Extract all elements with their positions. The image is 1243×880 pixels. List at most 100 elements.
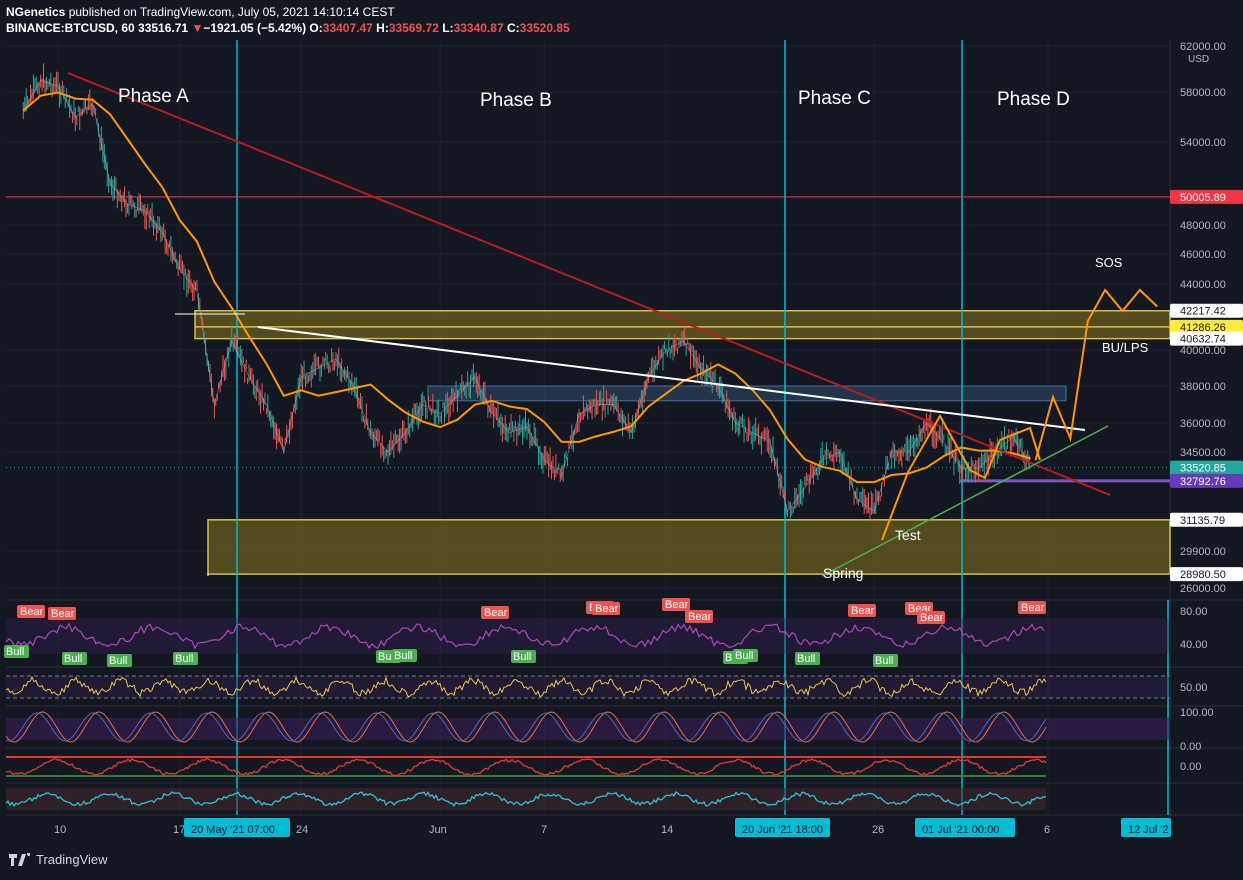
price-marker — [1170, 303, 1243, 318]
price-tick-label: 48000.00 — [1180, 220, 1226, 232]
bull-badge — [511, 650, 536, 663]
phase-label: Phase B — [480, 90, 552, 111]
price-marker — [1170, 189, 1243, 204]
osc1-tick-label: 50.00 — [1180, 682, 1208, 694]
osc4-line — [5, 791, 1047, 808]
bull-label: Bull — [6, 646, 24, 658]
high-label: H: — [376, 21, 389, 35]
time-tick-label: Jun — [429, 824, 447, 836]
phase-label: Phase D — [997, 89, 1070, 110]
bull-badge — [4, 645, 29, 658]
bear-badge — [848, 604, 876, 617]
time-highlight — [735, 818, 830, 837]
annotation-label: BU/LPS — [1102, 340, 1149, 355]
tradingview-brand: TradingView — [36, 852, 108, 867]
price-marker — [1170, 473, 1243, 488]
price-marker — [1170, 512, 1243, 527]
trendline-red — [67, 72, 1111, 496]
price-marker-label: 28980.50 — [1180, 569, 1226, 581]
osc3-tick-label: 0.00 — [1180, 761, 1201, 773]
time-tick-label: 7 — [541, 824, 547, 836]
open-value: 33407.47 — [322, 21, 373, 35]
time-highlight-label: 20 Jun '21 18:00 — [742, 824, 823, 836]
rsi-tick-label: 80.00 — [1180, 606, 1208, 618]
phase-label: Phase A — [118, 86, 189, 107]
time-highlight — [1121, 818, 1171, 837]
moving-average — [22, 91, 1031, 484]
phase-d-path — [881, 413, 1041, 541]
price-marker-label: 40632.74 — [1180, 334, 1226, 346]
price-marker-label: 33520.85 — [1180, 463, 1226, 475]
time-tick-label: 10 — [54, 824, 66, 836]
price-marker-label: 41286.26 — [1180, 322, 1226, 334]
price-line — [22, 80, 1031, 513]
ohlc-line: BINANCE:BTCUSD, 60 33516.71 ▼−1921.05 (−… — [6, 20, 570, 36]
bear-label: Bear — [920, 612, 944, 624]
price-marker — [1170, 319, 1243, 334]
price-change: −1921.05 (−5.42%) — [203, 21, 307, 35]
bull-badge — [392, 649, 417, 662]
annotation-label: Test — [895, 527, 921, 543]
bear-badge — [1018, 601, 1046, 614]
publish-line: NGenetics published on TradingView.com, … — [6, 4, 570, 20]
time-highlight — [915, 818, 1015, 837]
price-marker — [1170, 331, 1243, 346]
bull-label: Bull — [378, 651, 396, 663]
bear-badge — [17, 605, 45, 618]
price-marker-label: 31135.79 — [1180, 515, 1225, 527]
osc2-tick-label: 0.00 — [1180, 741, 1201, 753]
bear-label: Bear — [1021, 602, 1045, 614]
time-highlight-label: 20 May '21 07:00 — [191, 824, 275, 836]
tradingview-logo-icon — [9, 852, 30, 866]
rsi-tick-label: 40.00 — [1180, 639, 1208, 651]
time-highlight-label: 12 Jul '2 — [1128, 824, 1169, 836]
bear-badge — [592, 602, 620, 615]
price-tick-label: 46000.00 — [1180, 249, 1226, 261]
tradingview-logo[interactable]: TradingView — [8, 852, 108, 867]
bull-label: Bull — [797, 653, 815, 665]
time-highlight-label: 01 Jul '21 00:00 — [922, 824, 999, 836]
bull-badge — [173, 652, 198, 665]
price-marker-label: 50005.89 — [1180, 192, 1226, 204]
bear-badge — [48, 607, 76, 620]
close-value: 33520.85 — [519, 21, 570, 35]
symbol-label[interactable]: BINANCE:BTCUSD, 60 — [6, 21, 135, 35]
bull-label: Bull — [875, 655, 893, 667]
close-label: C: — [506, 21, 520, 35]
osc2-line-a — [5, 711, 1047, 743]
bull-badge — [107, 654, 132, 667]
support-zone — [207, 519, 1171, 575]
bull-label: Bull — [513, 651, 531, 663]
bull-label: Bull — [394, 650, 412, 662]
bear-label: Bear — [688, 611, 712, 623]
publish-info: published on TradingView.com, July 05, 2… — [68, 5, 395, 19]
price-marker-label: 42217.42 — [1180, 306, 1226, 318]
osc4-band — [6, 788, 1046, 810]
osc2-band — [6, 718, 1170, 740]
bull-badge — [873, 654, 898, 667]
down-arrow-icon: ▼ — [191, 21, 204, 35]
annotation-label: Spring — [823, 565, 863, 581]
rsi-band — [6, 618, 1170, 654]
bear-label: Bear — [595, 603, 619, 615]
price-marker-label: 32792.76 — [1180, 476, 1226, 488]
osc1-band — [6, 676, 1170, 698]
last-price: 33516.71 — [138, 21, 189, 35]
author-name[interactable]: NGenetics — [6, 5, 66, 19]
bull-label: Bull — [735, 650, 753, 662]
bull-badge — [62, 652, 87, 665]
price-tick-label: 40000.00 — [1180, 345, 1226, 357]
annotation-label: SOS — [1095, 255, 1123, 270]
price-marker — [1170, 567, 1243, 582]
currency-badge: USD — [1188, 54, 1209, 65]
time-tick-label: 14 — [661, 824, 673, 836]
price-tick-label: 54000.00 — [1180, 137, 1226, 149]
bull-label: Bull — [109, 655, 127, 667]
low-value: 33340.87 — [453, 21, 504, 35]
osc2-line-b — [5, 712, 1047, 742]
price-tick-label: 26000.00 — [1180, 583, 1226, 595]
trendline-green — [821, 425, 1109, 577]
bear-label: Bear — [665, 599, 689, 611]
time-highlight — [184, 818, 290, 837]
